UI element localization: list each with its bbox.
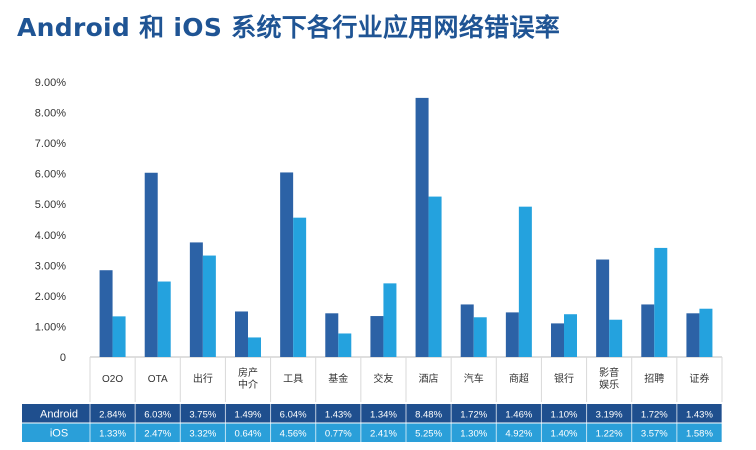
table-value: 8.48%	[415, 410, 442, 421]
table-series-label: iOS	[50, 428, 68, 440]
y-tick-label: 6.00%	[35, 169, 66, 181]
category-label: 影音	[599, 366, 619, 379]
category-label: OTA	[148, 374, 168, 385]
bar-ios	[202, 255, 216, 357]
table-value: 1.40%	[551, 429, 578, 440]
bar-ios	[518, 206, 532, 357]
bar-android	[144, 172, 158, 357]
bars	[99, 97, 713, 357]
category-label: 汽车	[464, 372, 484, 385]
bar-ios	[609, 319, 623, 357]
bar-ios	[383, 283, 397, 357]
y-tick-label: 4.00%	[35, 230, 66, 242]
bar-android	[505, 312, 519, 357]
bar-android	[235, 311, 248, 357]
category-label: 交友	[373, 372, 393, 385]
table-value: 1.43%	[325, 410, 352, 421]
table-value: 6.04%	[280, 410, 307, 421]
bar-android	[99, 270, 113, 357]
table-value: 3.19%	[596, 410, 623, 421]
chart-title: Android 和 iOS 系统下各行业应用网络错误率	[17, 13, 561, 42]
category-label: 招聘	[644, 372, 664, 385]
table-value: 5.25%	[415, 429, 442, 440]
bar-ios	[564, 314, 577, 357]
table-value: 1.30%	[460, 429, 487, 440]
y-tick-label: 2.00%	[35, 291, 66, 303]
y-tick-label: 7.00%	[35, 138, 66, 150]
table-row-bg	[22, 423, 722, 442]
category-label: 中介	[238, 378, 258, 391]
category-label: 娱乐	[599, 378, 619, 391]
category-label: 基金	[328, 372, 348, 385]
bar-android	[641, 304, 655, 357]
table-value: 4.56%	[280, 429, 307, 440]
table-value: 0.77%	[325, 429, 352, 440]
table-value: 1.49%	[235, 410, 262, 421]
table-value: 1.10%	[551, 410, 578, 421]
table-value: 3.57%	[641, 429, 668, 440]
bar-ios	[293, 217, 307, 357]
y-axis: 0 1.00% 2.00% 3.00% 4.00% 5.00% 6.00% 7.00% 8.00…	[35, 77, 66, 364]
bar-ios	[473, 317, 487, 357]
bar-android	[415, 97, 429, 357]
table-value: 2.47%	[144, 429, 171, 440]
y-tick-label: 0	[60, 352, 66, 364]
bar-ios	[654, 247, 668, 357]
table-value: 1.33%	[99, 429, 126, 440]
bar-android	[551, 323, 564, 357]
table-series-label: Android	[40, 409, 78, 421]
bar-ios	[699, 308, 713, 357]
table-value: 1.72%	[641, 410, 668, 421]
category-label: 房产	[238, 366, 258, 379]
table-row-bg	[22, 404, 722, 423]
category-label: 商超	[509, 372, 529, 385]
category-dividers	[89, 356, 723, 402]
table-value: 4.92%	[505, 429, 532, 440]
bar-android	[189, 242, 203, 357]
table-value: 1.58%	[686, 429, 713, 440]
bar-android	[460, 304, 474, 357]
table-value: 3.75%	[189, 410, 216, 421]
table-value: 1.22%	[596, 429, 623, 440]
bar-android	[280, 172, 294, 357]
table-value: 1.46%	[505, 410, 532, 421]
y-tick-label: 3.00%	[35, 260, 66, 272]
y-tick-label: 9.00%	[35, 77, 66, 89]
y-tick-label: 5.00%	[35, 199, 66, 211]
bar-ios	[248, 337, 261, 357]
bar-android	[370, 316, 384, 357]
table-value: 3.32%	[189, 429, 216, 440]
table-value: 1.43%	[686, 410, 713, 421]
table-value: 2.41%	[370, 429, 397, 440]
table-value: 2.84%	[99, 410, 126, 421]
bar-android	[596, 259, 610, 357]
category-label: O2O	[102, 374, 123, 385]
y-tick-label: 8.00%	[35, 108, 66, 120]
category-label: 证券	[689, 372, 709, 385]
bar-ios	[428, 196, 442, 357]
category-label: 酒店	[419, 372, 439, 385]
y-tick-label: 1.00%	[35, 321, 66, 333]
category-label: 出行	[193, 372, 213, 385]
table-value: 0.64%	[235, 429, 262, 440]
table-value: 1.34%	[370, 410, 397, 421]
data-table: Android 2.84% 6.03% 3.75% 1.49% 6.04% 1.43% 1.3…	[22, 404, 723, 442]
bar-ios	[157, 281, 171, 357]
bar-ios	[338, 333, 352, 357]
bar-android	[686, 313, 700, 357]
table-value: 6.03%	[144, 410, 171, 421]
bar-ios	[112, 316, 126, 357]
bar-android	[325, 313, 339, 357]
table-value: 1.72%	[460, 410, 487, 421]
category-label: 银行	[554, 372, 574, 385]
category-label: 工具	[283, 373, 303, 385]
